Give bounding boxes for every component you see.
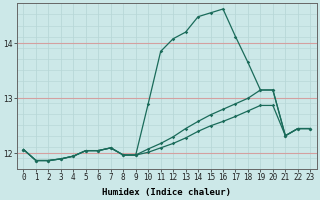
X-axis label: Humidex (Indice chaleur): Humidex (Indice chaleur) [102,188,231,197]
